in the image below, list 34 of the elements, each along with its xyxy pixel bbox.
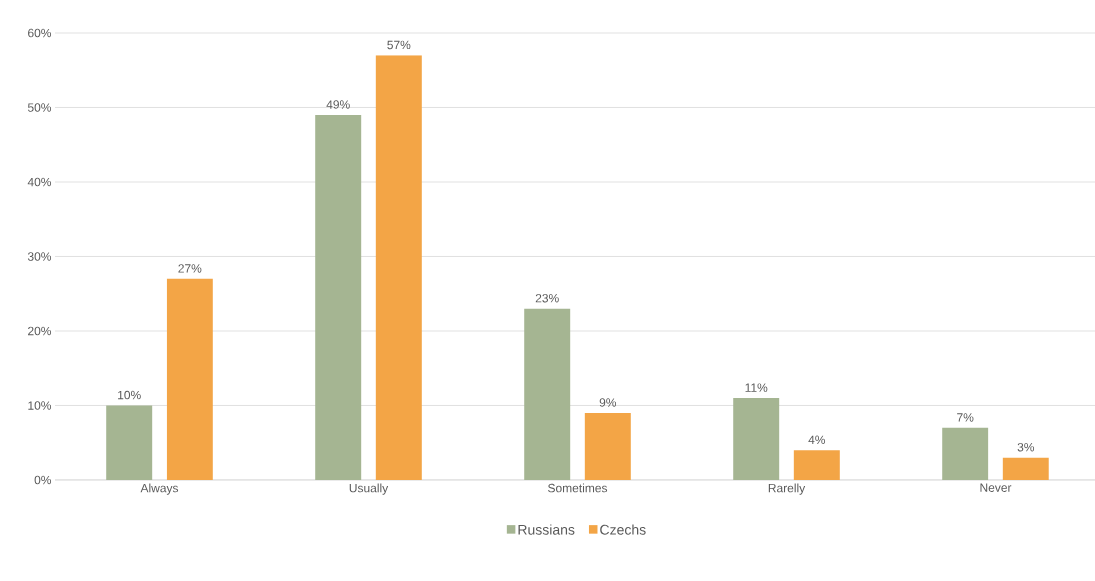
bar [1002, 457, 1049, 480]
data-label: 11% [745, 383, 768, 392]
data-label: 10% [118, 390, 141, 400]
y-tick-label: 50% [27, 103, 52, 112]
bar [315, 114, 362, 480]
bar [166, 278, 213, 480]
bar [375, 55, 422, 480]
bar [733, 398, 780, 480]
legend-label: Czechs [600, 524, 646, 535]
bar [584, 412, 631, 480]
legend-label: Russians [518, 524, 575, 535]
y-tick-label: 10% [28, 401, 52, 410]
y-tick-label: 0% [34, 475, 52, 485]
data-label: 9% [599, 398, 617, 407]
x-tick-label: Usually [349, 483, 389, 495]
x-tick-label: Sometimes [548, 483, 608, 493]
x-tick-label: Rarelly [768, 483, 806, 495]
y-tick-label: 20% [28, 326, 52, 336]
data-label: 23% [535, 293, 559, 303]
bar [942, 427, 989, 480]
bar [106, 405, 153, 480]
bar [524, 308, 571, 480]
y-tick-label: 60% [28, 28, 52, 38]
bar [793, 450, 840, 480]
y-tick-label: 40% [27, 177, 52, 187]
data-label: 4% [808, 435, 826, 444]
data-label: 27% [178, 264, 202, 273]
x-tick-label: Never [980, 483, 1012, 492]
data-label: 57% [387, 40, 411, 50]
data-label: 3% [1017, 442, 1035, 452]
y-tick-label: 30% [27, 252, 52, 261]
x-tick-label: Always [140, 483, 179, 495]
data-label: 7% [957, 413, 974, 422]
data-label: 49% [326, 100, 350, 109]
